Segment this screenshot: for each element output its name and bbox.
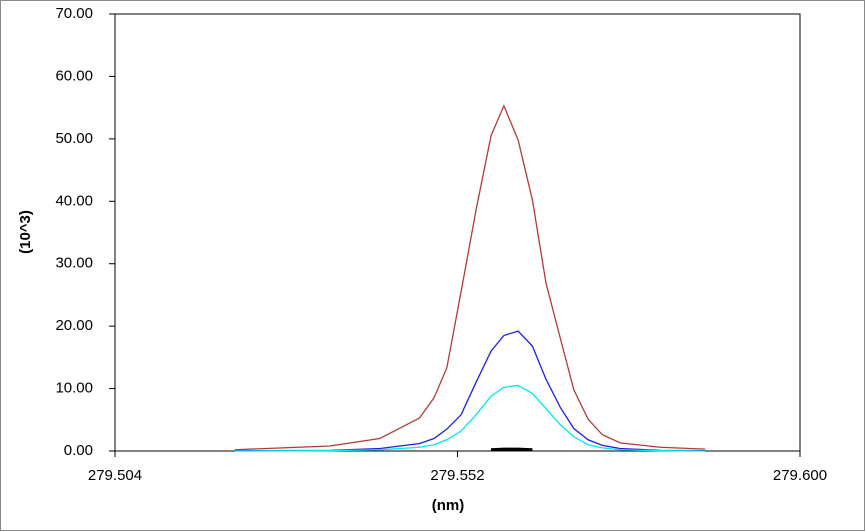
- y-tick-label: 60.00: [55, 67, 93, 84]
- y-tick-label: 30.00: [55, 255, 93, 272]
- y-tick-label: 0.00: [64, 442, 93, 459]
- y-tick-label: 70.00: [55, 5, 93, 22]
- y-tick-label: 50.00: [55, 130, 93, 147]
- series-line: [234, 330, 706, 452]
- series-line: [234, 384, 706, 452]
- y-tick-label: 20.00: [55, 317, 93, 334]
- y-tick-label: 40.00: [55, 192, 93, 209]
- y-tick-label: 10.00: [55, 380, 93, 397]
- series-line: [490, 447, 533, 452]
- y-axis-label: (10^3): [17, 210, 34, 254]
- x-tick-label: 279.504: [88, 467, 142, 484]
- series-line: [234, 104, 706, 451]
- x-axis-label: (nm): [432, 497, 465, 514]
- x-tick-label: 279.600: [773, 467, 827, 484]
- x-tick-label: 279.552: [430, 467, 484, 484]
